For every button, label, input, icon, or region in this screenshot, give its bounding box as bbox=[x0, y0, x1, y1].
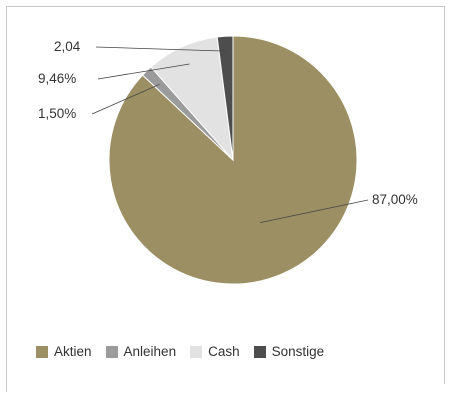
data-label-cash: 9,46% bbox=[38, 71, 76, 86]
data-label-sonstige: 2,04 bbox=[54, 39, 81, 54]
data-label-aktien: 87,00% bbox=[372, 192, 418, 207]
legend-label-sonstige: Sonstige bbox=[271, 344, 325, 359]
legend-swatch-anleihen bbox=[105, 345, 118, 358]
legend-label-anleihen: Anleihen bbox=[123, 344, 177, 359]
frame-top-border bbox=[6, 6, 444, 7]
legend-swatch-cash bbox=[190, 345, 203, 358]
legend-label-cash: Cash bbox=[208, 344, 240, 359]
data-label-anleihen: 1,50% bbox=[38, 106, 76, 121]
leader-line-aktien bbox=[260, 199, 369, 223]
legend-label-aktien: Aktien bbox=[54, 344, 92, 359]
legend: Aktien Anleihen Cash Sonstige bbox=[36, 344, 338, 359]
pie-slice-sonstige bbox=[216, 35, 234, 161]
legend-swatch-sonstige bbox=[253, 345, 266, 358]
pie-slice-aktien bbox=[108, 35, 358, 285]
frame-right-border bbox=[444, 6, 445, 384]
legend-swatch-aktien bbox=[36, 345, 48, 358]
pie-slices bbox=[108, 35, 358, 285]
leader-line-sonstige bbox=[95, 46, 227, 52]
leader-line-cash bbox=[97, 63, 190, 80]
frame-left-border bbox=[6, 6, 7, 392]
pie-labels: 87,00% 1,50% 9,46% 2,04 bbox=[38, 39, 418, 223]
legend-item-aktien: Aktien bbox=[36, 344, 92, 359]
legend-item-anleihen: Anleihen bbox=[105, 344, 177, 359]
legend-item-sonstige: Sonstige bbox=[253, 344, 325, 359]
legend-item-cash: Cash bbox=[190, 344, 240, 359]
leader-line-anleihen bbox=[91, 83, 160, 115]
